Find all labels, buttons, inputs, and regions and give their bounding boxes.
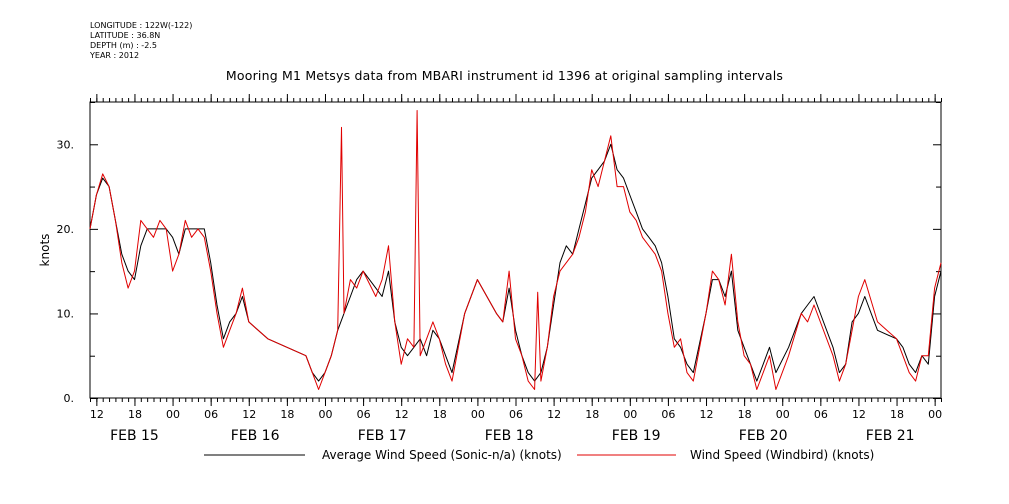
y-tick-label: 0. xyxy=(64,392,75,405)
x-tick-label: 00 xyxy=(318,408,332,421)
x-tick-label: 18 xyxy=(738,408,752,421)
metadata-block: LONGITUDE : 122W(-122) LATITUDE : 36.8N … xyxy=(90,21,192,61)
x-tick-label: 12 xyxy=(90,408,104,421)
x-tick-label: 00 xyxy=(166,408,180,421)
latitude-label: LATITUDE : 36.8N xyxy=(90,31,161,40)
x-tick-label: 00 xyxy=(623,408,637,421)
x-tick-label: 06 xyxy=(204,408,218,421)
legend-label-windbird-wind-speed: Wind Speed (Windbird) (knots) xyxy=(690,448,874,462)
x-date-label: FEB 15 xyxy=(110,428,159,444)
x-date-label: FEB 18 xyxy=(485,428,534,444)
x-date-label: FEB 17 xyxy=(358,428,407,444)
x-date-label: FEB 21 xyxy=(866,428,915,444)
x-tick-label: 00 xyxy=(928,408,942,421)
chart-title: Mooring M1 Metsys data from MBARI instru… xyxy=(225,68,784,83)
series-line-windbird-wind-speed xyxy=(89,110,942,390)
x-date-label: FEB 19 xyxy=(612,428,661,444)
x-date-label: FEB 16 xyxy=(231,428,280,444)
x-tick-label: 18 xyxy=(280,408,294,421)
longitude-label: LONGITUDE : 122W(-122) xyxy=(90,21,193,30)
x-tick-label: 18 xyxy=(890,408,904,421)
x-date-label: FEB 20 xyxy=(739,428,788,444)
x-tick-label: 06 xyxy=(661,408,675,421)
x-tick-label: 12 xyxy=(547,408,561,421)
x-tick-label: 12 xyxy=(700,408,714,421)
x-tick-label: 00 xyxy=(471,408,485,421)
chart-legend: Average Wind Speed (Sonic-n/a) (knots) Wi… xyxy=(204,448,874,462)
y-tick-label: 30. xyxy=(57,138,75,151)
x-tick-label: 06 xyxy=(357,408,371,421)
chart-series xyxy=(89,110,942,390)
y-axis-label: knots xyxy=(38,234,52,267)
x-tick-label: 06 xyxy=(509,408,523,421)
chart-axes: 12 18 00 06 12 18 00 06 12 18 00 06 12 18 00 06 12 18 00 06… xyxy=(38,94,942,444)
y-tick-label: 20. xyxy=(57,223,75,236)
legend-label-average-wind-speed: Average Wind Speed (Sonic-n/a) (knots) xyxy=(322,448,562,462)
x-tick-label: 18 xyxy=(585,408,599,421)
x-tick-label: 06 xyxy=(814,408,828,421)
x-tick-label: 18 xyxy=(128,408,142,421)
depth-label: DEPTH (m) : -2.5 xyxy=(90,41,157,50)
series-line-average-wind-speed xyxy=(89,143,942,382)
x-tick-label: 18 xyxy=(433,408,447,421)
x-tick-label: 12 xyxy=(395,408,409,421)
plot-frame xyxy=(89,101,942,399)
y-tick-label: 10. xyxy=(57,307,75,320)
x-tick-label: 12 xyxy=(852,408,866,421)
year-label: YEAR : 2012 xyxy=(90,51,140,60)
x-tick-label: 12 xyxy=(242,408,256,421)
x-tick-label: 00 xyxy=(776,408,790,421)
